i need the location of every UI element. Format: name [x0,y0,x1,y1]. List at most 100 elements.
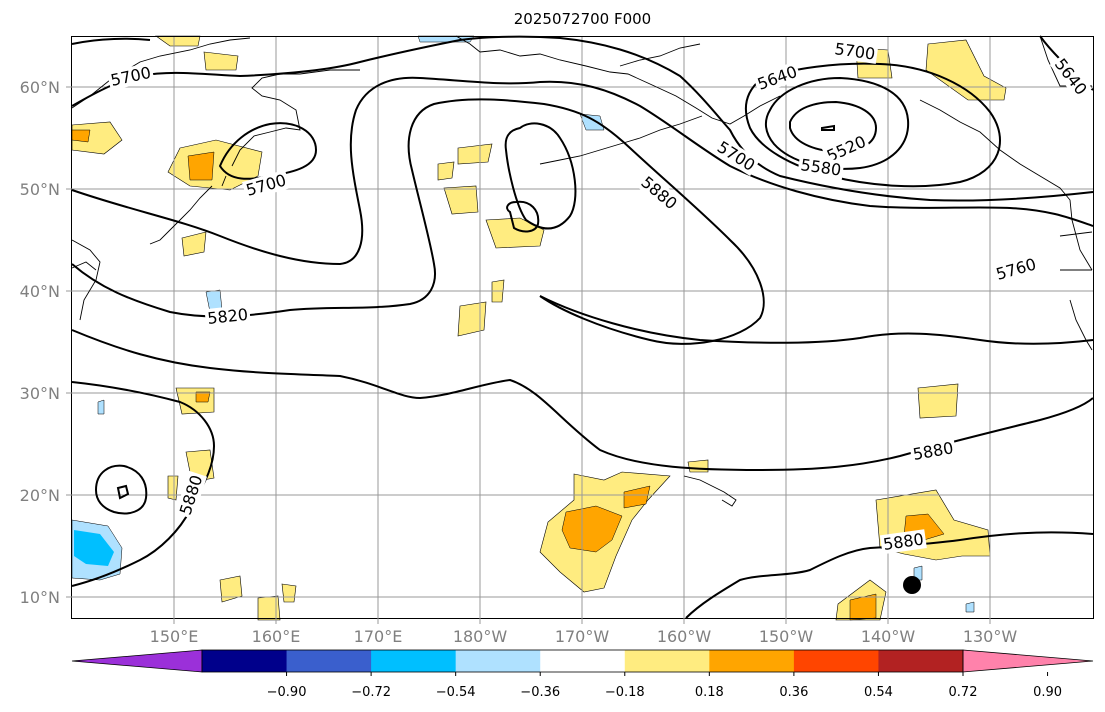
contour-line-inner [821,124,835,131]
coastlines [71,35,1093,507]
contour-line-5760 [71,76,1094,266]
shade-patch [74,530,114,566]
shade-patch [965,601,975,613]
colorbar-bin [540,650,626,672]
colorbar-extend-high [962,649,1094,673]
shade-patch [155,35,201,47]
latitude-labels: 60°N 50°N 40°N 30°N 20°N 10°N [20,78,60,607]
colorbar-tick-label: 0.36 [779,685,808,700]
lon-label: 150°E [150,627,199,646]
contour-label: 5760 [994,254,1038,283]
coastline-na-west [1069,299,1093,351]
colorbar-tick-label: −0.36 [520,685,560,700]
shade-patch [97,399,105,415]
shade-patch [561,505,623,553]
colorbar-bin [878,650,964,672]
lat-label: 30°N [20,384,60,403]
station-marker [903,576,921,594]
height-contours [71,35,1094,619]
colorbar-tick-label: 0.54 [864,685,893,700]
lat-label: 10°N [20,588,60,607]
shade-patch [219,575,243,603]
shade-patch [281,583,297,603]
map-title: 2025072700 F000 [513,10,652,28]
contour-line-5820 [71,98,765,345]
colorbar-tick-label: −0.18 [605,685,645,700]
lat-label: 20°N [20,486,60,505]
shade-patch [457,301,487,337]
contour-label-halo [797,154,845,180]
contour-line-5820-c [539,295,1094,345]
coastline-hawaii [683,475,737,507]
shade-patch [623,485,651,509]
shade-patch [579,113,605,131]
shade-patch [257,595,281,621]
lon-label: 160°E [252,627,301,646]
shade-patch [917,383,959,419]
longitude-labels: 150°E 160°E 170°E 180°W 170°W 160°W 150°… [150,627,1018,646]
contour-label-halo [752,61,802,95]
shade-patch [457,143,493,165]
shade-patch [187,151,215,181]
contour-label-halo [822,130,871,167]
lon-label: 160°W [657,627,712,646]
shade-patch [485,217,545,249]
lon-label: 150°W [759,627,814,646]
coastline-aleutians [539,115,703,165]
contour-line-ring [506,200,540,233]
contour-label-halo [909,437,957,465]
gridlines [72,36,1093,618]
colorbar-bin [202,650,288,672]
lon-label: 170°W [555,627,610,646]
axis-ticks [66,86,991,624]
contour-line-low [94,464,148,515]
colorbar-segments [71,649,1094,673]
contour-label-halo [712,136,761,177]
contour-label-halo [879,529,927,555]
colorbar: −0.90 −0.72 −0.54 −0.36 −0.18 0.18 0.36 0.54 0.7… [71,649,1094,700]
colorbar-bin [793,650,879,672]
contour-label: 5820 [206,305,248,328]
contour-label: 5700 [833,39,876,63]
colorbar-bin [709,650,795,672]
contour-label-halo [831,38,879,64]
contour-label-halo [991,253,1041,285]
shaded-fields [71,35,1007,621]
colorbar-bin [455,650,541,672]
colorbar-tick-label: 0.72 [949,685,978,700]
colorbar-tick-label: −0.72 [351,685,391,700]
colorbar-bin [286,650,372,672]
contour-label-halo [175,470,208,520]
coastline-asia [71,37,251,321]
contour-label: 5880 [911,438,954,464]
contour-line-5520 [789,100,878,154]
lon-label: 130°W [963,627,1018,646]
coastline-alaska [455,35,781,125]
coastline-bc [919,99,1093,271]
colorbar-ticks: −0.90 −0.72 −0.54 −0.36 −0.18 0.18 0.36 0.54 0.7… [267,672,1062,700]
shade-patch [195,391,211,403]
lon-label: 170°E [354,627,403,646]
lon-label: 180°W [453,627,508,646]
lat-label: 40°N [20,282,60,301]
coastline-kamchatka [221,69,360,187]
colorbar-bin [624,650,710,672]
contour-label-halo [106,62,155,91]
contour-line-5880-b [71,381,216,587]
colorbar-extend-low [71,649,203,673]
lon-label: 140°W [861,627,916,646]
shade-patch [71,129,91,143]
colorbar-frame [201,649,964,673]
contour-label-halo [204,304,251,329]
shade-patch [925,39,1007,101]
contour-line-low-inner [116,484,130,500]
lat-label: 50°N [20,180,60,199]
contour-label-halo [635,171,683,215]
contour-label-halo [1049,53,1093,101]
colorbar-tick-label: 0.90 [1033,685,1062,700]
shade-patch [181,231,207,257]
lat-label: 60°N [20,78,60,97]
contour-line-5820-b [504,122,577,230]
colorbar-bin [371,650,457,672]
